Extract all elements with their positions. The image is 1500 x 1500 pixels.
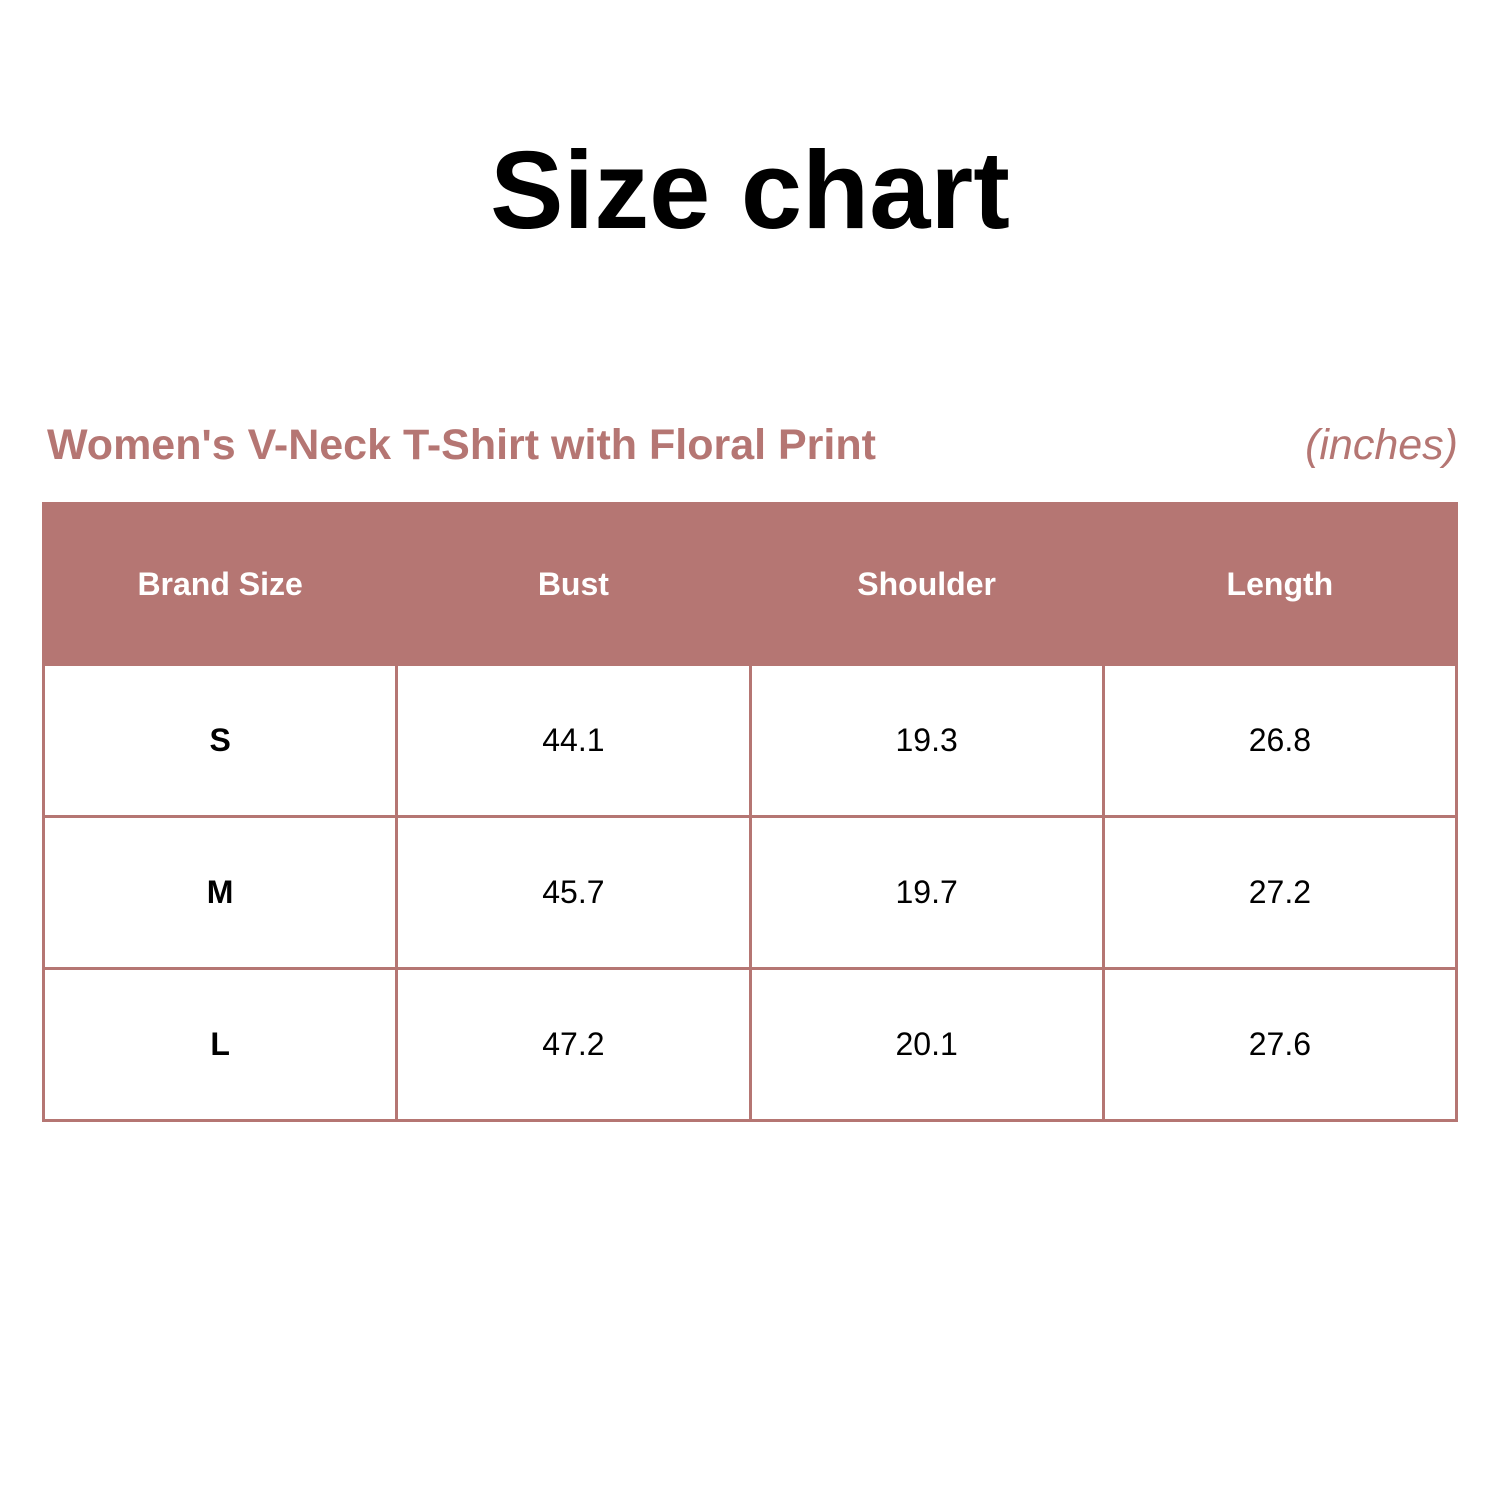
cell-size: M [41,815,399,970]
header-bust: Bust [395,502,752,666]
cell-length: 27.6 [1101,967,1459,1122]
cell-size: S [41,663,399,818]
cell-shoulder: 19.7 [748,815,1105,970]
cell-length: 27.2 [1101,815,1459,970]
cell-size: L [41,967,399,1122]
cell-bust: 47.2 [395,967,752,1122]
cell-length: 26.8 [1101,663,1459,818]
table-row: M 45.7 19.7 27.2 [41,815,1459,970]
table-row: L 47.2 20.1 27.6 [41,967,1459,1122]
cell-shoulder: 20.1 [748,967,1105,1122]
cell-bust: 44.1 [395,663,752,818]
units-label: (inches) [1305,421,1458,469]
header-shoulder: Shoulder [748,502,1105,666]
cell-shoulder: 19.3 [748,663,1105,818]
cell-bust: 45.7 [395,815,752,970]
page-title: Size chart [490,129,1010,252]
product-name: Women's V-Neck T-Shirt with Floral Print [47,421,876,469]
header-length: Length [1101,502,1459,666]
table-row: S 44.1 19.3 26.8 [41,663,1459,818]
header-brand-size: Brand Size [41,502,399,666]
header-row: Brand Size Bust Shoulder Length [41,502,1459,666]
size-table: Brand Size Bust Shoulder Length S 44.1 1… [41,502,1459,1122]
